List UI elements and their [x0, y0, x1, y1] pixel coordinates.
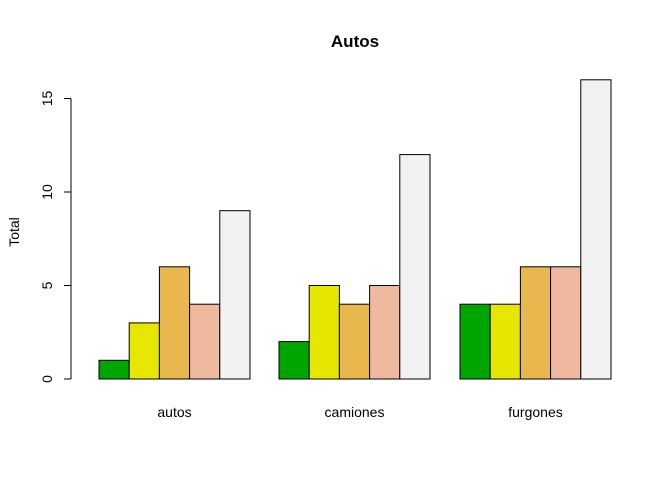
bar-camiones-3 [338, 303, 371, 380]
bar-furgones-3 [519, 266, 552, 380]
y-axis-label: Total [6, 217, 22, 247]
chart-title: Autos [331, 32, 379, 51]
bar-furgones-2 [489, 303, 521, 380]
y-tick-label: 10 [39, 184, 55, 200]
bar-autos-1 [98, 359, 130, 380]
bar-camiones-4 [369, 285, 401, 380]
y-tick-label: 5 [39, 281, 55, 289]
bar-autos-3 [158, 266, 191, 380]
bar-camiones-2 [308, 285, 340, 380]
bar-camiones-5 [399, 154, 431, 380]
bar-furgones-4 [550, 266, 582, 380]
category-labels: autos camiones furgones [157, 404, 562, 420]
bar-camiones-1 [278, 341, 310, 380]
category-label-furgones: furgones [508, 404, 562, 420]
bar-furgones-5 [580, 79, 612, 380]
bar-furgones-1 [459, 303, 491, 380]
y-axis: 0 5 10 15 [39, 91, 72, 383]
bars [98, 79, 612, 380]
category-label-camiones: camiones [325, 404, 385, 420]
y-tick-label: 15 [39, 91, 55, 107]
bar-autos-5 [219, 210, 251, 380]
y-tick-label: 0 [39, 375, 55, 383]
bar-autos-4 [189, 303, 221, 380]
category-label-autos: autos [157, 404, 191, 420]
bar-autos-2 [128, 322, 160, 380]
